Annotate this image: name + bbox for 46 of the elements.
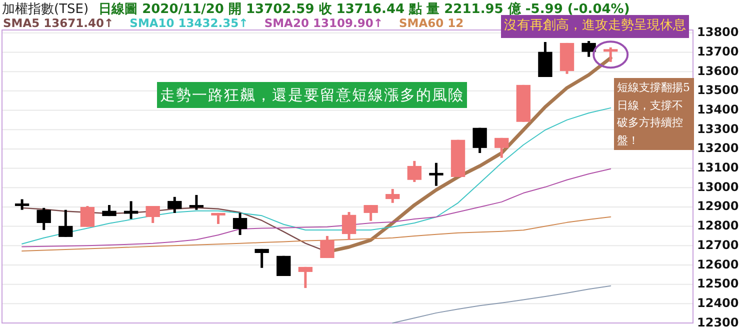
candlestick [342,210,356,242]
y-tick-label: 13600 [697,64,739,78]
text: SMA20 13109.90↑ [264,16,383,30]
chart-subtitle: 日線圖 2020/11/20 開 13702.59 收 13716.44 點 量 2211.95 億 -5.99 (-0.04%) [98,1,630,17]
chart-title: 加權指數(TSE) [2,2,89,17]
y-tick-label: 13700 [697,44,739,59]
line-series [22,107,612,244]
candlestick [320,234,334,260]
candlestick [364,204,378,222]
y-tick-label: 13300 [697,122,739,136]
y-tick-label: 12600 [697,257,739,272]
candlestick [582,40,596,58]
y-tick-label: 12800 [697,218,739,233]
candlestick [604,46,618,64]
annotation: 沒有再創高，進攻走勢呈現休息 [504,18,686,33]
candlestick [36,206,51,232]
candlestick [80,204,95,228]
candlestick [472,126,487,154]
candlestick [58,208,73,238]
line-series [22,168,612,248]
y-tick-label: 13200 [697,141,739,156]
candlestick [14,198,30,212]
candlestick [168,196,182,214]
y-tick-label: 13800 [697,25,739,40]
y-tick-label: 12700 [697,238,739,252]
text: SMA10 13432.35↑ [130,16,248,30]
y-tick-label: 13000 [697,180,739,194]
y-tick-label: 12400 [697,296,739,310]
candlestick [254,248,269,270]
text: SMA60 12 [398,16,464,30]
candlestick [189,194,204,212]
y-tick-label: 12500 [697,276,739,291]
candlestick [494,136,509,160]
y-tick-label: 12900 [697,199,739,214]
y-tick-label: 12300 [697,315,739,330]
candlestick [386,188,400,204]
y-tick-label: 13400 [697,102,739,117]
y-tick-label: 13100 [697,160,739,175]
candlestick [298,266,313,290]
line-series [392,285,612,324]
text: SMA5 13671.40↑ [3,16,114,30]
candlestick [232,212,248,236]
candlestick [429,162,444,188]
candlestick [146,204,160,224]
y-tick-label: 13500 [697,83,739,98]
candlestick [407,160,422,184]
